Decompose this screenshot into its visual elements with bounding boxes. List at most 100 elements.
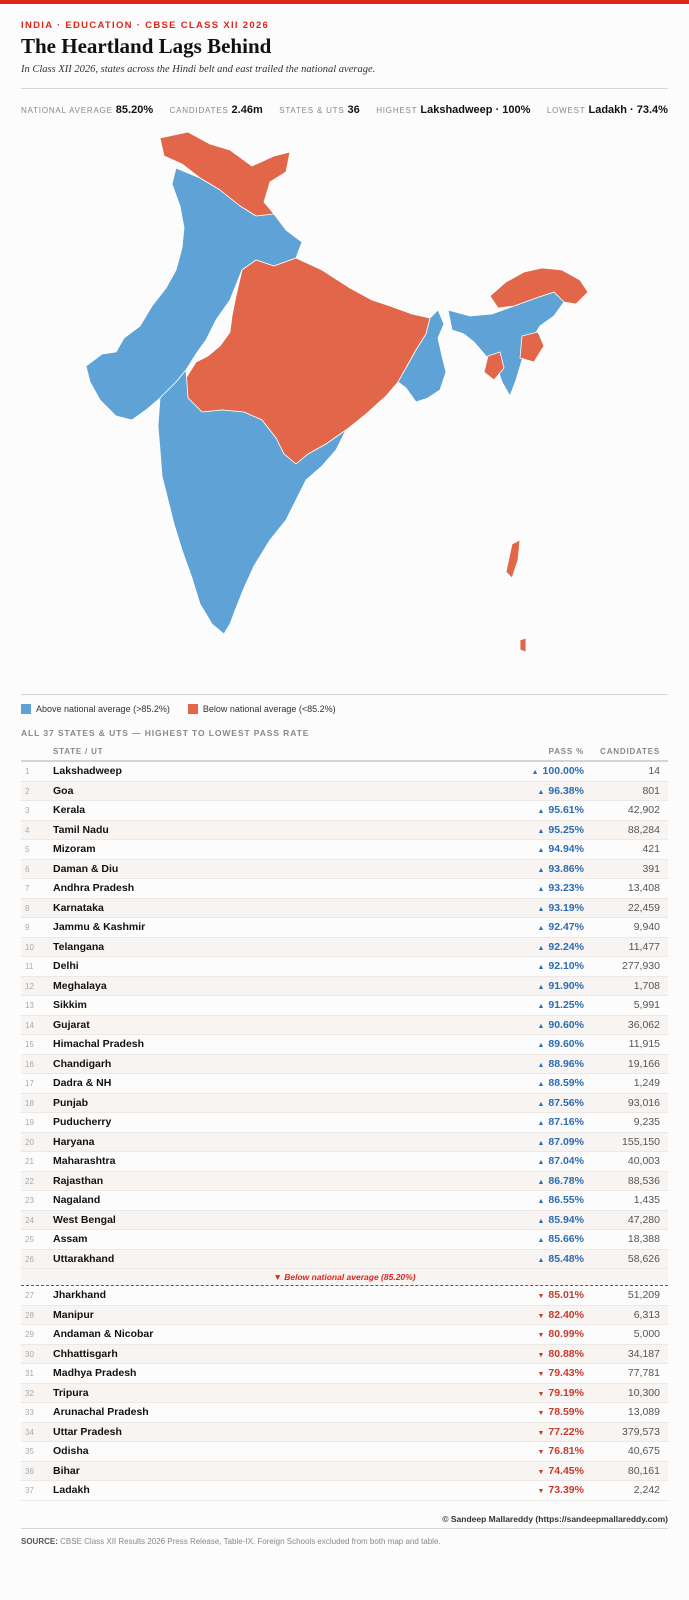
- row-candidates: 5,000: [633, 1328, 660, 1340]
- row-pass-rate: ▼ 82.40%: [537, 1309, 584, 1321]
- row-rank: 32: [25, 1388, 34, 1398]
- row-state-name: Kerala: [53, 804, 86, 816]
- row-pass-rate: ▲ 90.60%: [537, 1019, 584, 1031]
- up-triangle-icon: ▲: [537, 964, 545, 971]
- up-triangle-icon: ▲: [537, 1159, 545, 1166]
- row-pass-rate: ▼ 78.59%: [537, 1406, 584, 1418]
- stat-lowest: LOWEST Ladakh · 73.4%: [547, 100, 668, 118]
- row-rank: 20: [25, 1137, 34, 1147]
- table-row: 12 Meghalaya ▲ 91.90% 1,708: [21, 976, 668, 996]
- row-state-name: Gujarat: [53, 1018, 90, 1031]
- row-pass-rate: ▲ 87.09%: [537, 1136, 584, 1148]
- row-pass-value: 85.48%: [548, 1252, 584, 1265]
- row-pass-value: 79.43%: [548, 1367, 584, 1379]
- row-rank: 36: [25, 1466, 34, 1476]
- row-pass-value: 94.94%: [548, 843, 584, 855]
- down-triangle-icon: ▼: [537, 1332, 545, 1339]
- legend-swatch-above: [21, 704, 31, 714]
- row-candidates: 18,388: [627, 1233, 660, 1245]
- row-pass-rate: ▲ 93.19%: [537, 902, 584, 914]
- row-pass-value: 88.59%: [548, 1077, 584, 1089]
- row-pass-rate: ▲ 92.10%: [537, 960, 584, 972]
- row-pass-rate: ▲ 87.56%: [537, 1097, 584, 1109]
- row-candidates: 155,150: [622, 1135, 660, 1148]
- up-triangle-icon: ▲: [537, 1100, 545, 1108]
- row-pass-value: 87.56%: [548, 1096, 584, 1109]
- row-pass-rate: ▲ 93.23%: [537, 882, 584, 894]
- up-triangle-icon: ▲: [537, 1061, 545, 1069]
- row-pass-value: 87.04%: [548, 1155, 584, 1167]
- table-row: 29 Andaman & Nicobar ▼ 80.99% 5,000: [21, 1325, 668, 1345]
- row-state-name: Himachal Pradesh: [53, 1038, 145, 1050]
- row-pass-value: 73.39%: [548, 1484, 584, 1496]
- row-candidates: 1,435: [633, 1194, 660, 1206]
- down-triangle-icon: ▼: [537, 1371, 545, 1378]
- source-note: SOURCE: CBSE Class XII Results 2026 Pres…: [21, 1537, 441, 1546]
- row-pass-value: 92.47%: [548, 921, 584, 933]
- down-triangle-icon: ▼: [537, 1293, 545, 1300]
- down-triangle-icon: ▼: [537, 1429, 545, 1437]
- row-rank: 8: [25, 903, 30, 913]
- row-candidates: 51,209: [627, 1289, 660, 1301]
- row-pass-rate: ▲ 91.90%: [537, 980, 584, 992]
- legend-below: Below national average (<85.2%): [187, 704, 336, 714]
- row-rank: 13: [25, 1001, 34, 1010]
- table-caption: ALL 37 STATES & UTS — HIGHEST TO LOWEST …: [21, 728, 310, 738]
- row-candidates: 9,940: [633, 921, 660, 933]
- map-region-ladakh-jk: [159, 131, 291, 217]
- legend-above: Above national average (>85.2%): [21, 704, 170, 714]
- row-rank: 6: [25, 864, 30, 874]
- row-pass-rate: ▲ 87.16%: [537, 1116, 584, 1128]
- row-candidates: 88,536: [627, 1174, 660, 1187]
- row-state-name: Uttar Pradesh: [53, 1425, 122, 1438]
- row-pass-rate: ▼ 77.22%: [537, 1426, 584, 1438]
- row-state-name: Rajasthan: [53, 1174, 104, 1187]
- row-candidates: 93,016: [627, 1096, 660, 1109]
- row-pass-value: 74.45%: [548, 1464, 584, 1477]
- row-state-name: Andhra Pradesh: [53, 882, 135, 894]
- table-row: 31 Madhya Pradesh ▼ 79.43% 77,781: [21, 1364, 668, 1384]
- kicker: INDIA · EDUCATION · CBSE CLASS XII 2026: [21, 20, 270, 31]
- row-candidates: 77,781: [627, 1367, 660, 1379]
- row-state-name: Delhi: [53, 960, 79, 972]
- page-subtitle: In Class XII 2026, states across the Hin…: [21, 64, 376, 75]
- up-triangle-icon: ▲: [537, 905, 545, 913]
- table-row: 7 Andhra Pradesh ▲ 93.23% 13,408: [21, 879, 668, 899]
- table-row: 33 Arunachal Pradesh ▼ 78.59% 13,089: [21, 1403, 668, 1423]
- row-state-name: Manipur: [53, 1308, 94, 1321]
- source-text: CBSE Class XII Results 2026 Press Releas…: [60, 1537, 441, 1546]
- row-candidates: 47,280: [627, 1213, 660, 1226]
- row-rank: 1: [25, 767, 30, 776]
- row-rank: 33: [25, 1408, 34, 1417]
- row-pass-rate: ▲ 88.96%: [537, 1058, 584, 1070]
- up-triangle-icon: ▲: [537, 1042, 545, 1049]
- map-region-west-bengal: [397, 309, 447, 403]
- legend-swatch-below: [187, 704, 198, 714]
- down-triangle-icon: ▼: [537, 1449, 545, 1456]
- up-triangle-icon: ▲: [537, 788, 545, 796]
- row-pass-rate: ▲ 95.25%: [537, 824, 584, 836]
- row-rank: 24: [25, 1215, 34, 1225]
- row-state-name: Tamil Nadu: [53, 823, 109, 836]
- table-row: 2 Goa ▲ 96.38% 801: [21, 781, 668, 801]
- row-pass-value: 92.24%: [548, 940, 584, 953]
- row-rank: 5: [25, 845, 30, 854]
- up-triangle-icon: ▲: [537, 1022, 545, 1030]
- row-rank: 17: [25, 1079, 34, 1088]
- row-pass-rate: ▲ 92.24%: [537, 941, 584, 953]
- row-rank: 10: [25, 942, 34, 952]
- table-row: 4 Tamil Nadu ▲ 95.25% 88,284: [21, 820, 668, 840]
- row-state-name: Ladakh: [53, 1484, 90, 1496]
- row-rank: 19: [25, 1118, 34, 1127]
- table-row: 5 Mizoram ▲ 94.94% 421: [21, 840, 668, 860]
- row-candidates: 1,249: [633, 1077, 660, 1089]
- table-row: 14 Gujarat ▲ 90.60% 36,062: [21, 1015, 668, 1035]
- table-row: 1 Lakshadweep ▲ 100.00% 14: [21, 762, 668, 782]
- row-rank: 22: [25, 1176, 34, 1186]
- table-row: 6 Daman & Diu ▲ 93.86% 391: [21, 859, 668, 879]
- up-triangle-icon: ▲: [537, 925, 545, 932]
- row-candidates: 10,300: [627, 1386, 660, 1399]
- row-pass-value: 88.96%: [548, 1057, 584, 1070]
- table-header: STATE / UT PASS % CANDIDATES: [21, 742, 668, 762]
- map-region-arunachal: [489, 267, 589, 309]
